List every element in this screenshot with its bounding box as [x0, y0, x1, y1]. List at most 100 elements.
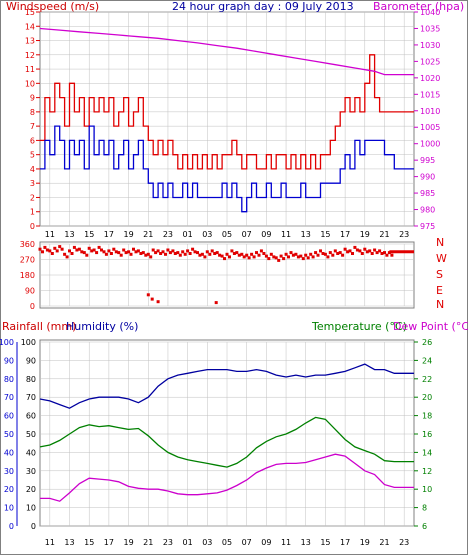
- direction-point: [112, 247, 116, 251]
- direction-point: [127, 250, 131, 254]
- direction-point: [208, 252, 212, 256]
- direction-point: [124, 251, 128, 255]
- direction-point: [383, 251, 386, 255]
- direction-point: [87, 246, 91, 250]
- humidity-tick-label: 0: [31, 522, 36, 531]
- direction-point: [299, 254, 303, 258]
- direction-point: [341, 253, 345, 257]
- wind-tick-label: 8: [30, 108, 35, 117]
- direction-point: [109, 252, 113, 255]
- direction-point: [353, 245, 357, 249]
- direction-point: [306, 256, 310, 260]
- x-tick-label: 01: [183, 538, 193, 547]
- humidity-y-label: Humidity (%): [66, 320, 138, 333]
- direction-point: [107, 249, 111, 253]
- direction-point: [316, 253, 320, 257]
- direction-point: [85, 253, 89, 257]
- wind-tick-label: 5: [30, 151, 35, 160]
- direction-point: [272, 255, 276, 259]
- direction-grid: [40, 243, 414, 307]
- rain-tick-label: 10: [4, 504, 14, 513]
- direction-point: [171, 249, 175, 253]
- direction-point: [336, 252, 340, 255]
- direction-point: [151, 248, 155, 252]
- direction-point: [363, 247, 367, 251]
- direction-point: [291, 253, 295, 257]
- direction-point: [319, 249, 322, 253]
- x-tick-label: 23: [399, 538, 409, 547]
- baro-tick-label: 1005: [420, 123, 440, 132]
- direction-point: [380, 252, 384, 255]
- wind-y-label: Windspeed (m/s): [6, 0, 99, 13]
- humidity-tick-label: 70: [26, 393, 36, 402]
- rain-y-ticks: 0 10 20 30 40 50 60 70 80 90 100: [0, 338, 18, 531]
- direction-point: [235, 251, 239, 255]
- temp-y-ticks: 6 8 10 12 14 16 18 20 22 24 26: [414, 338, 432, 531]
- direction-point: [259, 249, 263, 253]
- direction-point: [220, 254, 224, 258]
- x-tick-label: 17: [340, 230, 350, 239]
- x-tick-label: 01: [183, 230, 193, 239]
- rain-tick-label: 20: [4, 485, 14, 494]
- direction-point: [390, 253, 394, 257]
- wind-series: [39, 27, 414, 213]
- direction-point: [119, 253, 123, 257]
- x-tick-label: 17: [340, 538, 350, 547]
- direction-point: [218, 253, 222, 257]
- direction-point: [80, 250, 84, 254]
- wind-x-ticks: 11 13 15 17 19 21 23 01 03 05 07 09 11 13 15 17 19 21 23: [45, 230, 410, 239]
- direction-point: [100, 248, 103, 252]
- direction-point: [328, 251, 332, 255]
- wind-tick-label: 3: [30, 179, 35, 188]
- x-tick-label: 23: [163, 230, 173, 239]
- direction-point: [159, 252, 163, 255]
- direction-point: [92, 248, 96, 252]
- baro-tick-label: 975: [420, 222, 435, 231]
- direction-point: [213, 252, 217, 255]
- wind-series-line: [40, 125, 414, 213]
- compass-label: N: [436, 236, 444, 249]
- direction-point: [203, 255, 207, 259]
- direction-point: [154, 251, 158, 255]
- direction-point: [178, 253, 182, 257]
- temperature-tick-label: 24: [422, 356, 432, 365]
- baro-y-ticks: 975 980 985 990 995 1000 1005 1010 1015 1020 1025 1…: [414, 8, 440, 231]
- chart-title: 24 hour graph day : 09 July 2013: [172, 0, 354, 13]
- rain-tick-label: 40: [4, 448, 14, 457]
- direction-point: [314, 251, 318, 255]
- wind-tick-label: 4: [30, 165, 35, 174]
- x-tick-label: 03: [202, 230, 212, 239]
- direction-point: [48, 249, 52, 253]
- temp-series: [39, 363, 414, 502]
- baro-tick-label: 1035: [420, 24, 440, 33]
- temperature-tick-label: 8: [422, 504, 427, 513]
- x-tick-label: 19: [360, 230, 370, 239]
- direction-point: [373, 248, 377, 252]
- direction-point: [242, 255, 246, 259]
- direction-point: [55, 249, 59, 253]
- gust-series-line: [40, 54, 414, 170]
- x-tick-label: 15: [320, 538, 330, 547]
- direction-tick-label: 180: [20, 271, 35, 280]
- humidity-tick-label: 100: [21, 338, 36, 347]
- direction-point: [102, 250, 106, 254]
- wind-tick-label: 7: [30, 122, 35, 131]
- direction-point: [358, 249, 362, 253]
- direction-point: [200, 252, 204, 256]
- direction-point: [232, 252, 236, 255]
- direction-point: [230, 249, 234, 253]
- humidity-tick-label: 80: [26, 375, 36, 384]
- direction-point: [351, 252, 354, 255]
- x-tick-label: 19: [123, 230, 133, 239]
- direction-point: [228, 255, 231, 259]
- direction-point: [97, 245, 101, 249]
- direction-point: [95, 251, 99, 255]
- direction-point: [176, 251, 180, 255]
- temperature-tick-label: 16: [422, 430, 432, 439]
- direction-point: [193, 250, 197, 254]
- direction-point: [277, 258, 281, 262]
